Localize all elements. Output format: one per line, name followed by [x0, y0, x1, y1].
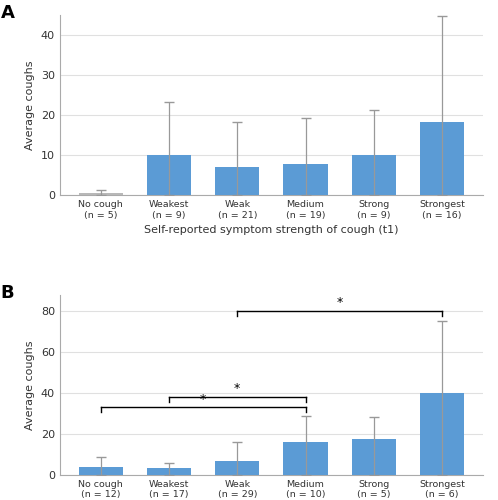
Bar [420, 122, 464, 196]
Bar [352, 439, 396, 475]
Text: A: A [0, 4, 14, 22]
Bar [352, 154, 396, 196]
Text: *: * [234, 382, 241, 396]
Bar [283, 164, 328, 196]
Y-axis label: Average coughs: Average coughs [25, 60, 35, 150]
Bar [215, 166, 259, 196]
Bar [79, 194, 123, 196]
Text: *: * [337, 296, 343, 310]
X-axis label: Self-reported symptom strength of cough (t1): Self-reported symptom strength of cough … [144, 225, 399, 235]
Bar [147, 154, 191, 196]
Text: B: B [0, 284, 14, 302]
Bar [147, 468, 191, 475]
Text: *: * [200, 392, 206, 406]
Bar [420, 393, 464, 475]
Bar [79, 467, 123, 475]
Y-axis label: Average coughs: Average coughs [25, 340, 35, 430]
Bar [283, 442, 328, 475]
Bar [215, 460, 259, 475]
